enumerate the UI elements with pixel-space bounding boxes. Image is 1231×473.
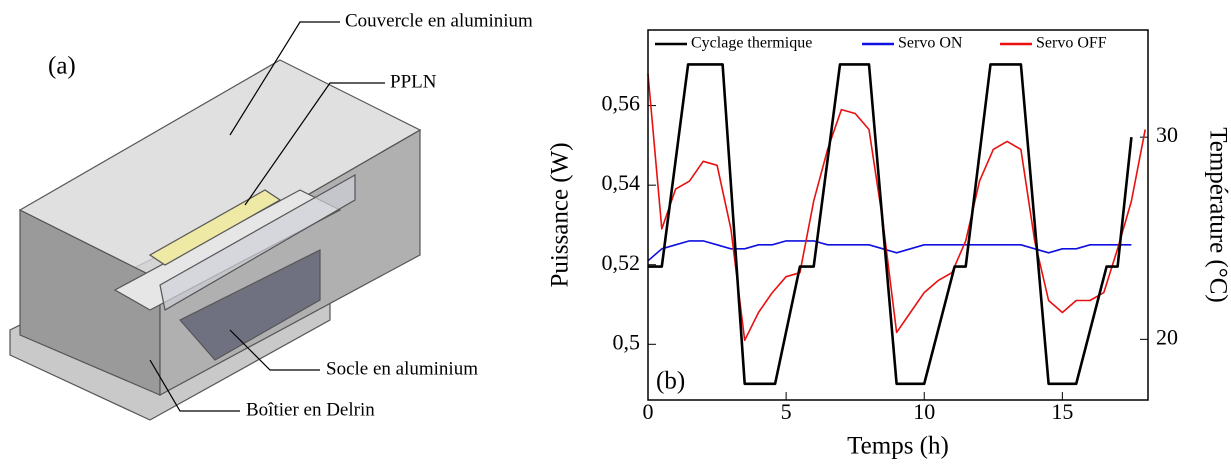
- x-tick-label: 10: [913, 399, 935, 424]
- x-axis-title: Temps (h): [847, 433, 949, 460]
- x-tick-label: 15: [1051, 399, 1073, 424]
- series-line: [648, 63, 1133, 386]
- y2-tick-label: 30: [1156, 122, 1178, 147]
- y-axis-title: Puissance (W): [547, 142, 574, 287]
- callout: PPLN: [390, 71, 437, 92]
- y-tick-label: 0,5: [613, 329, 641, 354]
- y2-tick-label: 20: [1156, 324, 1178, 349]
- callout: Couvercle en aluminium: [345, 10, 533, 31]
- y-tick-label: 0,56: [602, 91, 641, 116]
- chart: 0 5 10 15 0,5 0,52 0,54 0,56 20 30 Cyclage thermiq…: [602, 35, 1179, 424]
- leader-lines: [149, 21, 385, 412]
- x-tick-label: 0: [643, 399, 654, 424]
- y-tick-label: 0,52: [602, 250, 641, 275]
- callout: Boîtier en Delrin: [246, 399, 375, 420]
- y2-axis-title: Température (°C): [1204, 127, 1231, 303]
- x-tick-label: 5: [781, 399, 792, 424]
- legend-label: Servo ON: [898, 35, 963, 52]
- enclosure-drawing: [9, 59, 422, 421]
- legend-label: Servo OFF: [1036, 35, 1107, 52]
- panel-label: (b): [656, 368, 685, 395]
- panel-label: (a): [48, 53, 76, 80]
- legend-label: Cyclage thermique: [691, 35, 812, 52]
- plot-frame: [647, 29, 1149, 401]
- y-tick-label: 0,54: [602, 170, 641, 195]
- callout: Socle en aluminium: [326, 358, 478, 379]
- series-line: [647, 73, 1146, 342]
- series-line: [647, 240, 1132, 262]
